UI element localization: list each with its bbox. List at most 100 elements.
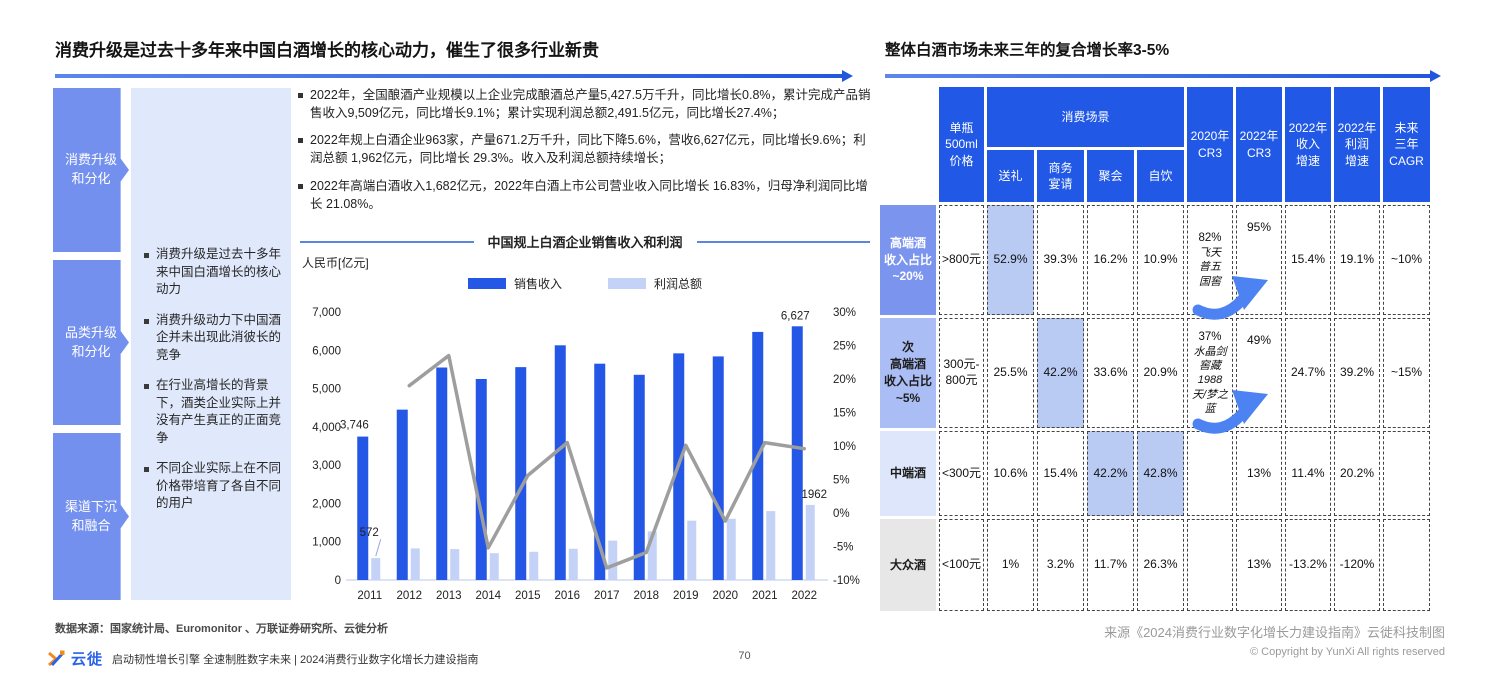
page-number: 70 bbox=[738, 650, 751, 662]
chart-legend: 销售收入 利润总额 bbox=[300, 275, 870, 292]
insight-bullet-list: 消费升级是过去十多年来中国白酒增长的核心动力 消费升级动力下中国酒企并未出现此消… bbox=[143, 246, 281, 513]
svg-text:30%: 30% bbox=[833, 307, 856, 319]
table-cell: 300元- 800元 bbox=[939, 318, 984, 428]
data-source-note: 数据来源：国家统计局、Euromonitor 、万联证券研究所、云徙分析 bbox=[55, 623, 389, 635]
svg-text:2015: 2015 bbox=[515, 590, 541, 602]
svg-text:1962: 1962 bbox=[801, 489, 827, 501]
svg-text:2012: 2012 bbox=[396, 590, 422, 602]
svg-text:5,000: 5,000 bbox=[312, 384, 341, 396]
header-profit-growth: 2022年 利润 增速 bbox=[1334, 87, 1380, 202]
right-title-arrow bbox=[885, 70, 1441, 82]
table-cell: <300元 bbox=[939, 431, 984, 516]
table-cell: ~15% bbox=[1383, 318, 1430, 428]
svg-text:2019: 2019 bbox=[673, 590, 699, 602]
table-cell: 49% bbox=[1236, 318, 1282, 428]
table-cell-cr3-2020: 82% 飞天 普五 国窖 bbox=[1187, 205, 1233, 315]
svg-text:2014: 2014 bbox=[475, 590, 501, 602]
table-cell: 20.9% bbox=[1137, 318, 1184, 428]
svg-text:2021: 2021 bbox=[752, 590, 778, 602]
table-cell: 20.2% bbox=[1334, 431, 1380, 516]
svg-text:6,627: 6,627 bbox=[781, 310, 810, 322]
legend-label-revenue: 销售收入 bbox=[513, 277, 562, 291]
cr3-2020-percent: 82% bbox=[1198, 232, 1222, 245]
svg-text:0: 0 bbox=[335, 575, 341, 587]
svg-text:2011: 2011 bbox=[357, 590, 382, 602]
svg-text:2,000: 2,000 bbox=[312, 498, 341, 510]
header-revenue-growth: 2022年 收入 增速 bbox=[1285, 87, 1331, 202]
table-cell-highlighted: 42.2% bbox=[1037, 318, 1084, 428]
table-cell-highlighted: 42.8% bbox=[1137, 431, 1184, 516]
table-cell: 1% bbox=[987, 519, 1034, 611]
table-cell-highlighted: 52.9% bbox=[987, 205, 1034, 315]
legend-swatch-profit bbox=[608, 278, 646, 289]
left-section-title: 消费升级是过去十多年来中国白酒增长的核心动力，催生了很多行业新贵 bbox=[55, 41, 599, 60]
market-segment-table: 单瓶 500ml 价格 消费场景 2020年 CR3 2022年 CR3 202… bbox=[880, 87, 1438, 611]
svg-text:-5%: -5% bbox=[833, 542, 853, 554]
sales-profit-chart: 0 1,000 2,000 3,000 4,000 5,000 6,000 7,000 -10%… bbox=[312, 307, 860, 602]
insight-bullet: 消费升级动力下中国酒企并未出现此消彼长的竞争 bbox=[143, 312, 281, 365]
svg-text:1,000: 1,000 bbox=[312, 537, 341, 549]
header-gift: 送礼 bbox=[987, 150, 1034, 202]
header-party: 聚会 bbox=[1087, 150, 1134, 202]
svg-text:4,000: 4,000 bbox=[312, 422, 341, 434]
svg-text:2013: 2013 bbox=[436, 590, 462, 602]
chart-title-row: 中国规上白酒企业销售收入和利润 bbox=[300, 232, 871, 251]
table-cell: 26.3% bbox=[1137, 519, 1184, 611]
table-cell: 13% bbox=[1236, 431, 1282, 516]
legend-item-revenue: 销售收入 bbox=[467, 275, 562, 292]
table-cell: 11.4% bbox=[1285, 431, 1331, 516]
chart-title-rule-right bbox=[696, 240, 871, 243]
table-cell: 33.6% bbox=[1087, 318, 1134, 428]
header-cr3-2022: 2022年 CR3 bbox=[1236, 87, 1282, 202]
insight-panel: 消费升级是过去十多年来中国白酒增长的核心动力 消费升级动力下中国酒企并未出现此消… bbox=[131, 88, 291, 600]
key-point: 2022年，全国酿酒产业规模以上企业完成酿酒总产量5,427.5万千升，同比增长… bbox=[296, 86, 872, 122]
svg-text:2018: 2018 bbox=[633, 590, 659, 602]
svg-text:10%: 10% bbox=[833, 441, 856, 453]
header-consumption-scene: 消费场景 bbox=[987, 87, 1184, 147]
chart-title: 中国规上白酒企业销售收入和利润 bbox=[487, 235, 683, 250]
table-cell: 15.4% bbox=[1285, 205, 1331, 315]
header-cr3-2020: 2020年 CR3 bbox=[1187, 87, 1233, 202]
header-banquet: 商务 宴请 bbox=[1037, 150, 1084, 202]
insight-bullet: 不同企业实际上在不同价格带培育了各自不同的用户 bbox=[143, 460, 281, 513]
table-cell-cr3-2020: 37% 水晶剑 窖藏 1988 天/梦之 蓝 bbox=[1187, 318, 1233, 428]
svg-text:25%: 25% bbox=[833, 341, 856, 353]
table-cell: ~10% bbox=[1383, 205, 1430, 315]
svg-text:3,000: 3,000 bbox=[312, 460, 341, 472]
funnel-stage-channel-sinking: 渠道下沉和融合 bbox=[53, 433, 129, 600]
funnel-stage-category-upgrade: 品类升级和分化 bbox=[53, 260, 129, 425]
insight-bullet: 消费升级是过去十多年来中国白酒增长的核心动力 bbox=[143, 246, 281, 299]
table-cell bbox=[1187, 519, 1233, 611]
svg-text:-10%: -10% bbox=[833, 575, 860, 587]
table-cell bbox=[1187, 431, 1233, 516]
header-price: 单瓶 500ml 价格 bbox=[939, 87, 984, 202]
cr3-2020-brands: 飞天 普五 国窖 bbox=[1199, 247, 1221, 288]
footer-logo-row: 云徙 启动韧性增长引擎 全速制胜数字未来 | 2024消费行业数字化增长力建设指… bbox=[46, 648, 479, 669]
key-points-list: 2022年，全国酿酒产业规模以上企业完成酿酒总产量5,427.5万千升，同比增长… bbox=[296, 86, 872, 222]
svg-text:2016: 2016 bbox=[554, 590, 580, 602]
sales-profit-chart-card: 中国规上白酒企业销售收入和利润 人民币[亿元] 销售收入 利润总额 0 1,000… bbox=[300, 232, 871, 622]
legend-swatch-revenue bbox=[467, 278, 506, 289]
right-section-title: 整体白酒市场未来三年的复合增长率3-5% bbox=[885, 42, 1170, 59]
svg-text:2022: 2022 bbox=[791, 590, 817, 602]
table-cell: 39.2% bbox=[1334, 318, 1380, 428]
key-point: 2022年高端白酒收入1,682亿元，2022年白酒上市公司营业收入同比增长 1… bbox=[296, 177, 872, 213]
table-cell: 39.3% bbox=[1037, 205, 1084, 315]
svg-text:2017: 2017 bbox=[594, 590, 620, 602]
right-source-note: 来源《2024消费行业数字化增长力建设指南》云徙科技制图 bbox=[1104, 625, 1445, 640]
header-self-drink: 自饮 bbox=[1137, 150, 1184, 202]
table-cell: 11.7% bbox=[1087, 519, 1134, 611]
table-cell: -13.2% bbox=[1285, 519, 1331, 611]
svg-text:5%: 5% bbox=[833, 475, 850, 487]
table-cell: 13% bbox=[1236, 519, 1282, 611]
svg-text:15%: 15% bbox=[833, 408, 856, 420]
key-point: 2022年规上白酒企业963家，产量671.2万千升，同比下降5.6%，营收6,… bbox=[296, 131, 872, 167]
svg-text:20%: 20% bbox=[833, 374, 856, 386]
row-label-subhighend: 次 高端酒 收入占比 ~5% bbox=[880, 318, 936, 428]
svg-text:2020: 2020 bbox=[712, 590, 738, 602]
row-label-highend: 高端酒 收入占比 ~20% bbox=[880, 205, 936, 315]
table-corner-cell bbox=[880, 87, 936, 202]
table-cell-highlighted: 42.2% bbox=[1087, 431, 1134, 516]
svg-text:3,746: 3,746 bbox=[340, 420, 369, 432]
chart-title-rule-left bbox=[300, 240, 474, 243]
